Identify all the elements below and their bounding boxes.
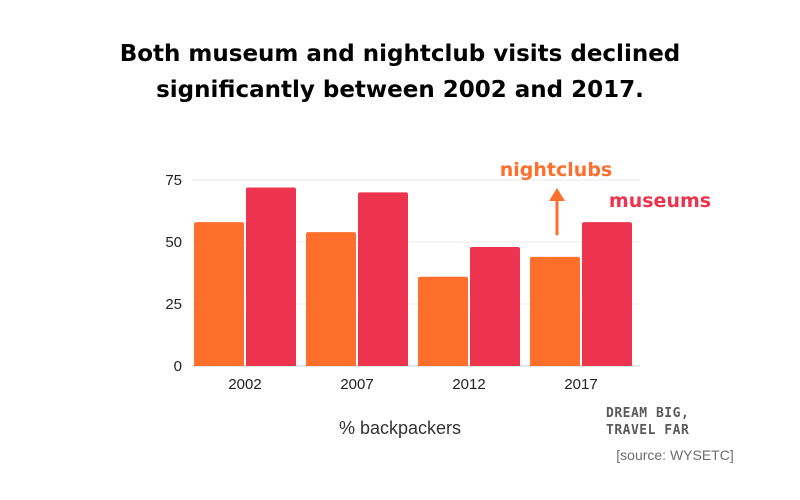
bar-nightclubs-2007 bbox=[306, 232, 356, 366]
brand-line-2: TRAVEL FAR bbox=[606, 423, 690, 438]
bar-museums-2017 bbox=[582, 222, 632, 366]
x-tick-label-2017: 2017 bbox=[564, 376, 597, 393]
annotation-arrow-head-icon bbox=[549, 188, 565, 201]
x-tick-label-2002: 2002 bbox=[228, 376, 261, 393]
x-tick-label-2007: 2007 bbox=[340, 376, 373, 393]
annotation-museums: museums bbox=[609, 190, 711, 212]
x-axis-label: % backpackers bbox=[339, 418, 461, 438]
brand-line-1: DREAM BIG, bbox=[606, 406, 690, 421]
bar-nightclubs-2012 bbox=[418, 276, 468, 366]
bar-museums-2012 bbox=[470, 246, 520, 366]
bar-museums-2007 bbox=[358, 192, 408, 366]
y-tick-label-50: 50 bbox=[165, 234, 182, 251]
bar-museums-2002 bbox=[246, 187, 296, 366]
title-line-1: Both museum and nightclub visits decline… bbox=[119, 41, 681, 67]
y-tick-label-75: 75 bbox=[165, 172, 182, 189]
annotation-nightclubs: nightclubs bbox=[500, 159, 612, 181]
bar-nightclubs-2017 bbox=[530, 256, 580, 366]
y-tick-label-25: 25 bbox=[165, 296, 182, 313]
chart-title: Both museum and nightclub visits decline… bbox=[40, 36, 760, 108]
bar-nightclubs-2002 bbox=[194, 222, 244, 366]
x-tick-label-2012: 2012 bbox=[452, 376, 485, 393]
source-note: [source: WYSETC] bbox=[616, 447, 734, 463]
brand-logo: DREAM BIG, TRAVEL FAR bbox=[606, 405, 726, 439]
y-tick-label-0: 0 bbox=[174, 358, 182, 375]
title-line-2: significantly between 2002 and 2017. bbox=[156, 77, 644, 103]
